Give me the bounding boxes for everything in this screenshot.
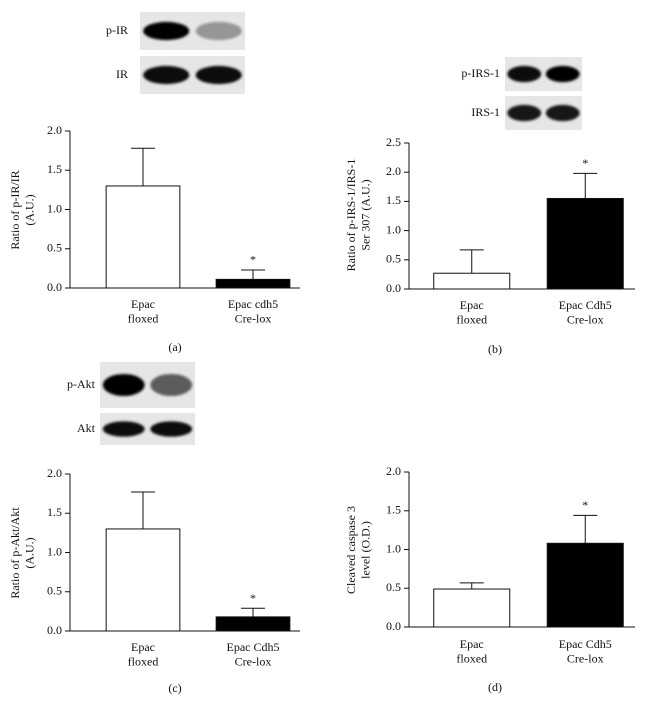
y-tick-label: 2.5 (386, 135, 401, 149)
bar (105, 185, 181, 289)
blot-label: IRS-1 (471, 105, 500, 119)
bar (546, 542, 624, 628)
significance-mark: * (582, 498, 588, 512)
y-tick-label: 0.0 (47, 280, 62, 294)
y-tick-label: 1.5 (386, 503, 401, 517)
blot-band (507, 104, 542, 122)
y-tick-label: 2.0 (386, 164, 401, 178)
blot-label: p-IR (106, 23, 128, 37)
significance-mark: * (250, 591, 256, 605)
y-tick-label: 0.0 (386, 281, 401, 295)
panel-label: (b) (488, 342, 502, 356)
bar (215, 616, 291, 632)
blot-label: Akt (77, 421, 96, 435)
x-tick-label: Epac floxed (128, 640, 159, 668)
blot-band (143, 65, 190, 85)
y-axis-label: Ratio of p-IRS-1/IRS-1Ser 307 (A.U.) (344, 159, 372, 272)
y-tick-label: 0.5 (47, 584, 62, 598)
x-tick-label: Epac cdh5 Cre-lox (228, 297, 278, 325)
y-tick-label: 1.0 (47, 544, 62, 558)
x-tick-label: Epac Cdh5 Cre-lox (559, 298, 612, 326)
x-tick-label: Epac Cdh5 Cre-lox (559, 637, 612, 665)
panel-label: (a) (168, 340, 181, 354)
y-tick-label: 0.0 (47, 623, 62, 637)
blot-band (150, 421, 193, 437)
blot-band (150, 373, 193, 397)
bar (546, 197, 624, 290)
y-tick-label: 2.0 (47, 123, 62, 137)
blot-band (507, 65, 542, 83)
y-tick-label: 1.5 (47, 505, 62, 519)
bar (433, 588, 511, 628)
y-tick-label: 0.5 (386, 252, 401, 266)
panel-label: (d) (488, 680, 502, 694)
blot-label: p-IRS-1 (461, 66, 500, 80)
blot-band (195, 65, 242, 85)
blot-band (195, 21, 242, 41)
x-tick-label: Epac floxed (456, 298, 487, 326)
blot-band (545, 104, 580, 122)
panel-label: (c) (168, 681, 181, 695)
bar (105, 528, 181, 632)
x-tick-label: Epac Cdh5 Cre-lox (227, 640, 280, 668)
blot-label: p-Akt (67, 377, 96, 391)
y-tick-label: 0.5 (386, 580, 401, 594)
blot-band (102, 373, 145, 397)
x-tick-label: Epac floxed (456, 637, 487, 665)
y-tick-label: 0.0 (386, 619, 401, 633)
y-tick-label: 2.0 (47, 466, 62, 480)
y-tick-label: 0.5 (47, 241, 62, 255)
significance-mark: * (250, 253, 256, 267)
y-tick-label: 1.0 (386, 541, 401, 555)
x-tick-label: Epac floxed (128, 297, 159, 325)
y-tick-label: 2.0 (386, 464, 401, 478)
blot-band (143, 21, 190, 41)
y-axis-label: Ratio of p-Akt/Akt(A.U.) (8, 507, 36, 599)
y-tick-label: 1.0 (47, 201, 62, 215)
blot-band (102, 421, 145, 437)
y-tick-label: 1.0 (386, 222, 401, 236)
y-axis-label: Ratio of p-IR/IR(A.U.) (8, 170, 36, 249)
significance-mark: * (582, 156, 588, 170)
blot-label: IR (116, 67, 128, 81)
bar (433, 272, 511, 290)
y-tick-label: 1.5 (47, 162, 62, 176)
blot-band (545, 65, 580, 83)
bar (215, 278, 291, 289)
y-tick-label: 1.5 (386, 193, 401, 207)
y-axis-label: Cleaved caspase 3level (O.D.) (344, 506, 372, 594)
